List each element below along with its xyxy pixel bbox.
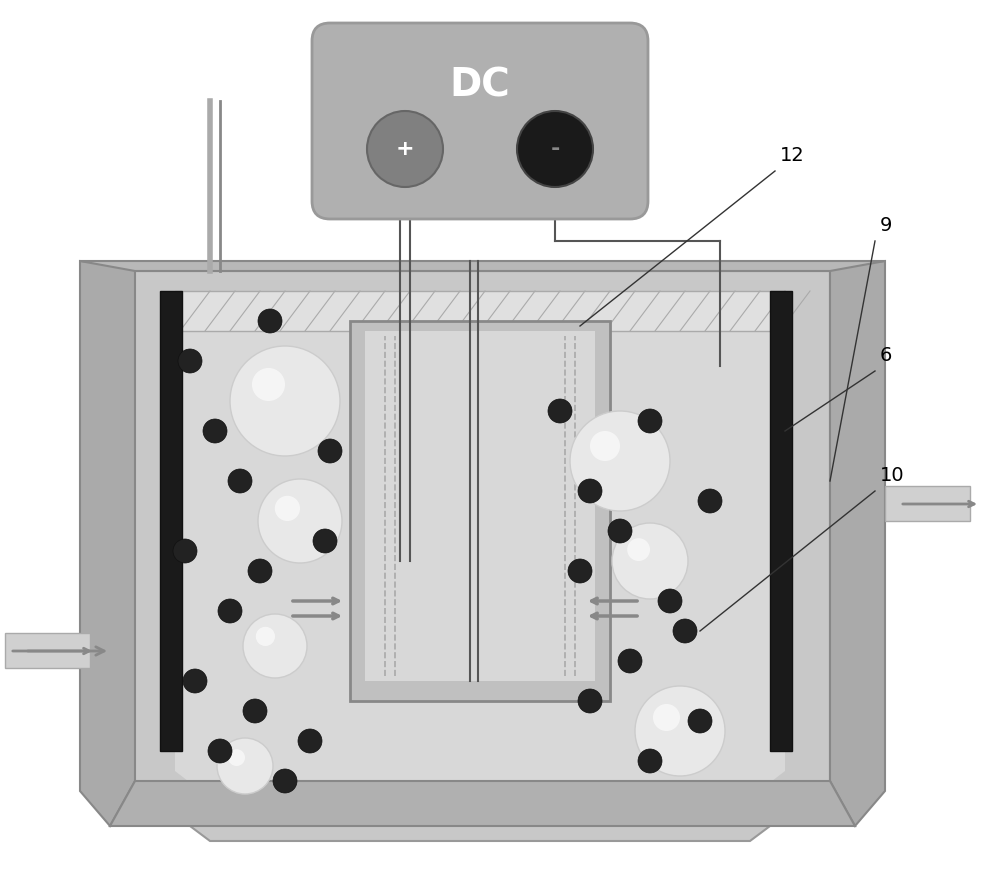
Text: 9: 9 [880,216,892,235]
Circle shape [578,479,602,503]
Circle shape [248,559,272,583]
Circle shape [218,599,242,623]
Text: -: - [550,139,560,159]
Circle shape [568,559,592,583]
Circle shape [243,614,307,678]
Circle shape [612,523,688,599]
Text: 10: 10 [880,466,905,485]
Circle shape [183,669,207,693]
Circle shape [578,689,602,713]
Circle shape [298,729,322,753]
Circle shape [658,589,682,613]
Circle shape [570,411,670,511]
Circle shape [608,519,632,543]
Bar [160,291,182,751]
Polygon shape [130,271,830,841]
Polygon shape [80,261,885,271]
Circle shape [275,496,300,521]
Circle shape [698,489,722,513]
Bar [5,633,90,668]
Text: 12: 12 [780,146,805,165]
Circle shape [258,479,342,563]
Circle shape [638,749,662,773]
Circle shape [273,769,297,793]
Circle shape [252,368,285,401]
Bar [365,331,595,681]
Polygon shape [175,291,785,821]
Circle shape [256,626,275,646]
Circle shape [178,349,202,373]
Circle shape [590,431,620,461]
Bar [770,291,792,751]
Bar [350,321,610,701]
Circle shape [653,704,680,731]
Circle shape [367,111,443,187]
Circle shape [638,409,662,433]
Circle shape [313,529,337,553]
Text: +: + [396,139,414,159]
Circle shape [673,619,697,643]
Circle shape [228,749,245,766]
Polygon shape [110,781,855,826]
Circle shape [243,699,267,723]
Circle shape [228,469,252,493]
Text: 6: 6 [880,346,892,365]
Circle shape [688,709,712,733]
Circle shape [627,538,650,561]
Circle shape [548,399,572,423]
FancyBboxPatch shape [312,23,648,219]
Circle shape [318,439,342,463]
Bar [885,486,970,521]
Polygon shape [830,261,885,826]
Circle shape [230,346,340,456]
Circle shape [258,309,282,333]
Circle shape [635,686,725,776]
Text: DC: DC [450,67,510,105]
Circle shape [517,111,593,187]
Circle shape [208,739,232,763]
Circle shape [217,738,273,794]
Circle shape [173,539,197,563]
Circle shape [618,649,642,673]
Circle shape [203,419,227,443]
FancyArrowPatch shape [13,647,104,655]
Polygon shape [80,261,135,826]
Polygon shape [175,291,785,331]
